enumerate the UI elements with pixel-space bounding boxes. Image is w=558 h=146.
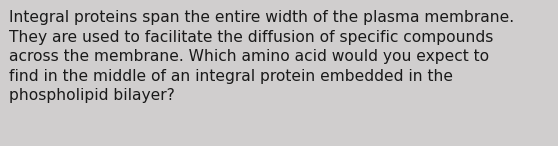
Text: Integral proteins span the entire width of the plasma membrane.
They are used to: Integral proteins span the entire width … (9, 10, 514, 104)
